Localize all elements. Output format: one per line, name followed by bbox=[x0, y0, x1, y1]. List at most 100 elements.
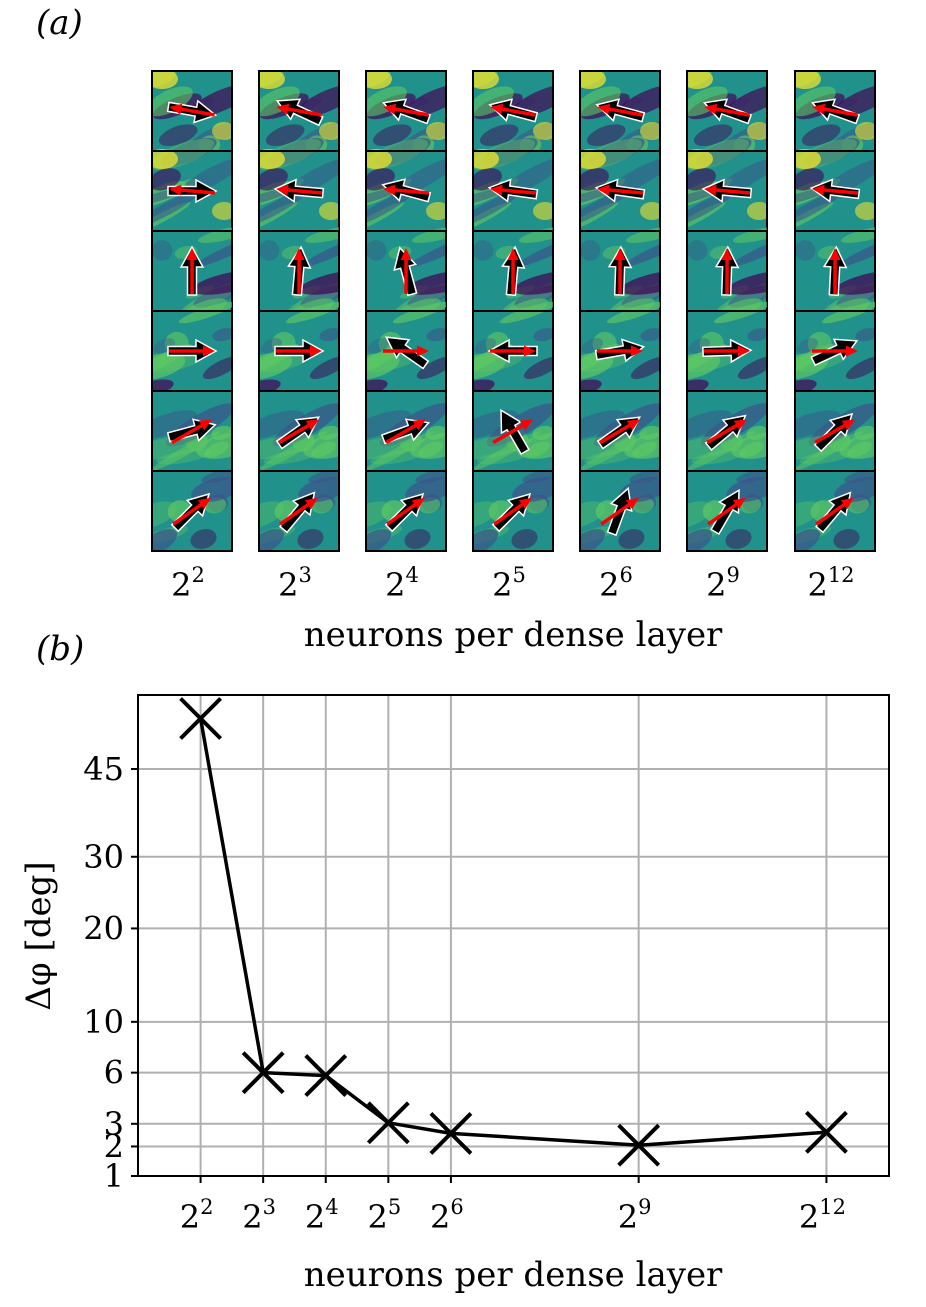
wind-tile bbox=[151, 390, 233, 472]
wind-tile bbox=[794, 390, 876, 472]
wind-tile bbox=[579, 138, 661, 234]
true-direction-arrow bbox=[600, 497, 639, 526]
wind-tile bbox=[365, 70, 447, 156]
true-direction-arrow bbox=[814, 419, 855, 444]
column-label: 22 bbox=[171, 563, 205, 604]
true-direction-arrow bbox=[400, 248, 412, 294]
tile-texture bbox=[795, 138, 875, 234]
true-direction-arrow bbox=[276, 184, 323, 196]
x-tick-label-base: 2 bbox=[367, 1198, 387, 1236]
wind-tile bbox=[472, 226, 554, 322]
x-tick-label-exponent: 5 bbox=[388, 1195, 401, 1219]
data-point-marker bbox=[366, 1101, 410, 1145]
tile-border bbox=[151, 470, 233, 552]
true-direction-arrow bbox=[169, 103, 215, 117]
wind-tile bbox=[472, 301, 554, 397]
column-label-exponent: 2 bbox=[191, 563, 204, 587]
data-point-marker bbox=[241, 1051, 285, 1095]
wind-tile bbox=[258, 226, 340, 322]
tile-border bbox=[472, 470, 554, 552]
x-axis-ticks: 22 23 24 25 26 29 212 bbox=[180, 1176, 846, 1236]
column-label-exponent: 12 bbox=[828, 563, 855, 587]
x-tick-label-base: 2 bbox=[799, 1198, 819, 1236]
true-direction-arrow bbox=[597, 184, 644, 196]
wind-tile bbox=[686, 469, 768, 552]
true-direction-arrow bbox=[614, 248, 626, 294]
x-axis-label: neurons per dense layer bbox=[304, 1255, 723, 1295]
true-direction-arrow bbox=[293, 248, 305, 294]
true-direction-arrow bbox=[829, 248, 841, 294]
y-tick-label: 2 bbox=[104, 1127, 124, 1165]
x-tick-label-base: 2 bbox=[180, 1198, 200, 1236]
column-label: 24 bbox=[385, 563, 419, 604]
tile-texture bbox=[473, 226, 553, 322]
data-point-marker bbox=[179, 697, 222, 740]
wind-tile bbox=[365, 138, 447, 234]
x-tick-label-base: 2 bbox=[430, 1198, 450, 1236]
plot-frame bbox=[137, 694, 890, 1177]
y-tick-label: 1 bbox=[104, 1157, 124, 1195]
true-direction-arrow bbox=[169, 345, 215, 357]
true-direction-arrow bbox=[704, 184, 751, 196]
y-tick-label: 10 bbox=[83, 1003, 124, 1041]
wind-tile bbox=[579, 390, 661, 472]
x-tick-label-exponent: 2 bbox=[200, 1195, 213, 1219]
true-direction-arrow bbox=[597, 345, 643, 357]
y-tick-label: 45 bbox=[83, 750, 124, 788]
wind-tile bbox=[579, 301, 661, 397]
column-label-base: 2 bbox=[278, 566, 298, 604]
panel-a-tile-grid bbox=[151, 70, 876, 552]
x-tick-label: 29 bbox=[618, 1195, 652, 1236]
wind-tile bbox=[579, 226, 661, 322]
true-direction-arrow bbox=[385, 419, 426, 444]
y-tick-label: 30 bbox=[83, 838, 124, 876]
true-direction-arrow bbox=[490, 345, 536, 357]
panel-a-label: (a) bbox=[36, 3, 83, 43]
tile-texture bbox=[687, 301, 767, 397]
column-label-exponent: 3 bbox=[298, 563, 311, 587]
wind-tile bbox=[258, 469, 340, 552]
true-direction-arrow bbox=[704, 345, 750, 357]
data-point-marker bbox=[304, 1054, 348, 1097]
tile-border bbox=[365, 470, 447, 552]
true-direction-arrow bbox=[383, 103, 429, 117]
column-label-exponent: 6 bbox=[619, 563, 632, 587]
x-tick-label-exponent: 6 bbox=[450, 1195, 463, 1219]
wind-tile bbox=[365, 301, 447, 397]
wind-tile bbox=[151, 138, 233, 234]
wind-tile bbox=[365, 226, 447, 322]
x-tick-label: 22 bbox=[180, 1195, 214, 1236]
wind-tile bbox=[151, 301, 233, 397]
true-direction-arrow bbox=[815, 497, 854, 526]
wind-tile bbox=[151, 226, 233, 322]
true-direction-arrow bbox=[276, 103, 322, 117]
wind-tile bbox=[794, 70, 876, 156]
wind-tile bbox=[258, 390, 340, 472]
tile-border bbox=[258, 470, 340, 552]
wind-tile bbox=[686, 138, 768, 234]
predicted-direction-arrow bbox=[500, 408, 530, 456]
x-tick-label: 23 bbox=[242, 1195, 276, 1236]
tile-texture bbox=[152, 469, 232, 551]
true-direction-arrow bbox=[383, 345, 429, 357]
true-direction-arrow bbox=[707, 497, 746, 526]
tile-border bbox=[794, 470, 876, 552]
true-direction-arrow bbox=[383, 184, 430, 196]
column-label: 26 bbox=[599, 563, 633, 604]
data-point-marker bbox=[617, 1123, 661, 1167]
true-direction-arrow bbox=[171, 419, 212, 444]
series-line bbox=[198, 718, 827, 1147]
true-direction-arrow bbox=[597, 103, 643, 117]
column-label-exponent: 9 bbox=[726, 563, 739, 587]
tile-column bbox=[472, 70, 554, 552]
tile-border bbox=[579, 470, 661, 552]
tile-column bbox=[794, 70, 876, 552]
column-label-base: 2 bbox=[385, 566, 405, 604]
column-label-exponent: 4 bbox=[405, 563, 418, 587]
wind-tile bbox=[365, 390, 447, 472]
x-tick-label: 212 bbox=[799, 1195, 846, 1236]
true-direction-arrow bbox=[172, 497, 211, 526]
x-tick-label: 24 bbox=[305, 1195, 339, 1236]
column-label-exponent: 5 bbox=[512, 563, 525, 587]
panel-b-label: (b) bbox=[36, 629, 84, 669]
